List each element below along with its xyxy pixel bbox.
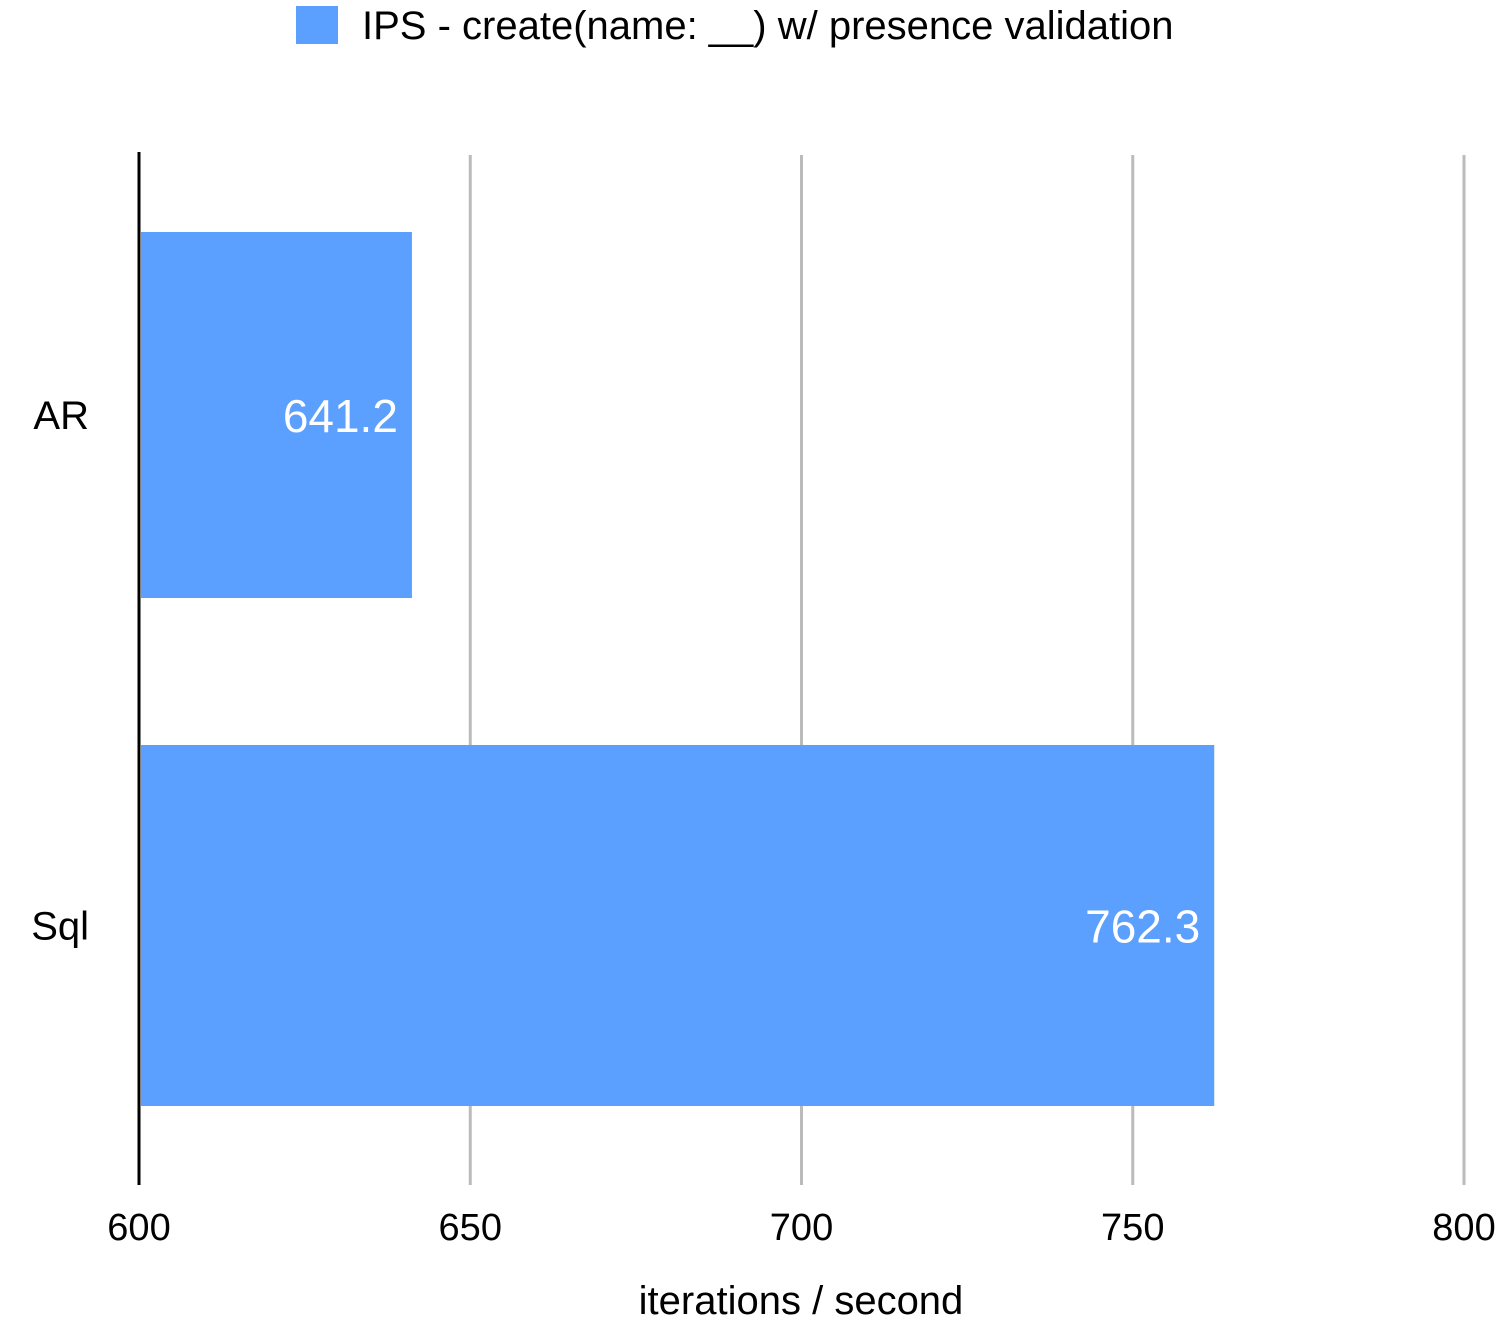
legend: IPS - create(name: __) w/ presence valid…	[296, 4, 1174, 48]
category-label-sql: Sql	[31, 905, 89, 949]
category-labels: AR Sql	[31, 394, 89, 949]
x-tick-labels: 600 650 700 750 800	[107, 1207, 1495, 1249]
data-labels: 641.2 762.3	[283, 390, 1200, 953]
x-tick-label-800: 800	[1432, 1207, 1495, 1249]
x-tick-label-650: 650	[439, 1207, 502, 1249]
data-label-sql: 762.3	[1085, 901, 1200, 953]
x-tick-label-750: 750	[1101, 1207, 1164, 1249]
legend-label: IPS - create(name: __) w/ presence valid…	[362, 4, 1174, 48]
x-tick-label-600: 600	[107, 1207, 170, 1249]
bar-sql	[141, 745, 1215, 1106]
x-axis-title: iterations / second	[639, 1279, 964, 1323]
bar-ar	[141, 232, 412, 598]
bars	[141, 232, 1215, 1106]
data-label-ar: 641.2	[283, 390, 398, 442]
legend-swatch	[296, 6, 338, 44]
category-label-ar: AR	[33, 394, 89, 438]
x-tick-label-700: 700	[770, 1207, 833, 1249]
